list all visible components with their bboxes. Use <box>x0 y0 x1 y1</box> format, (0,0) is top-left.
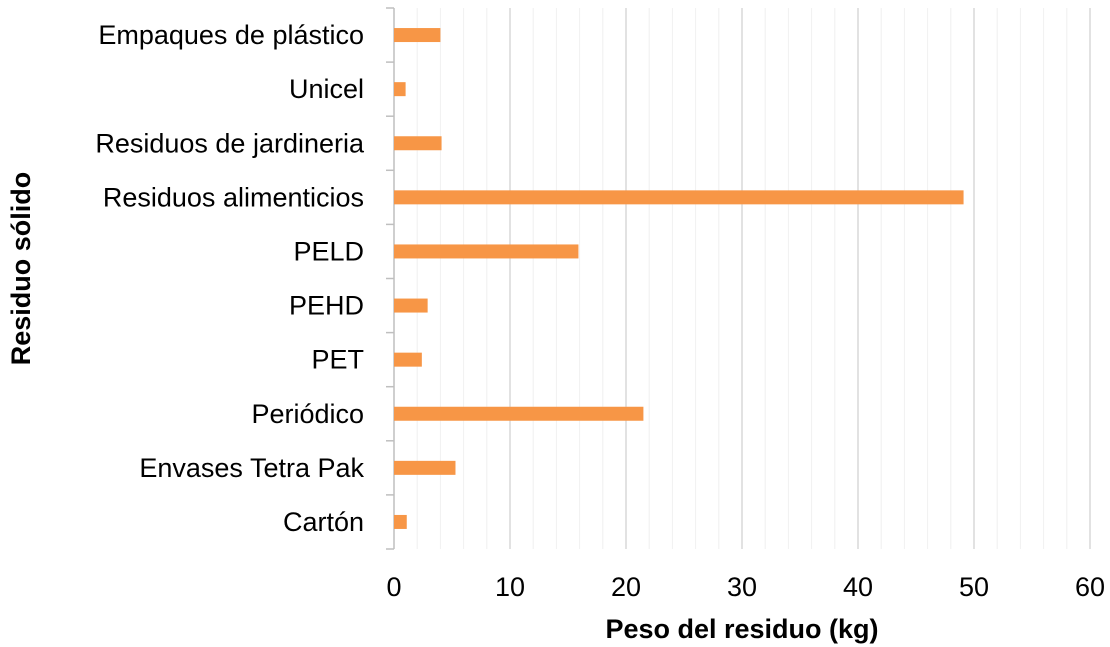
category-label: Residuos de jardineria <box>95 128 365 158</box>
x-tick-labels: 0 10 20 30 40 50 60 <box>386 572 1105 602</box>
x-tick-label: 50 <box>959 572 989 602</box>
x-tick-label: 60 <box>1075 572 1105 602</box>
x-tick-label: 40 <box>843 572 873 602</box>
bar <box>394 190 964 205</box>
category-label: Periódico <box>251 399 364 429</box>
y-axis-title: Residuo sólido <box>6 172 36 366</box>
bar <box>394 514 407 529</box>
x-tick-label: 0 <box>386 572 401 602</box>
category-label: PELD <box>293 236 364 266</box>
bar <box>394 460 456 475</box>
minor-gridlines <box>416 8 1068 549</box>
bar <box>394 82 406 97</box>
bar <box>394 406 644 421</box>
major-gridlines <box>509 8 1091 549</box>
category-label: PET <box>311 345 364 375</box>
bar <box>394 352 422 367</box>
category-label: Residuos alimenticios <box>103 182 364 212</box>
x-tick-label: 20 <box>611 572 641 602</box>
bar <box>394 244 579 259</box>
category-label: Unicel <box>289 74 364 104</box>
category-labels: Cartón Envases Tetra Pak Periódico PET PEHD P… <box>95 20 365 537</box>
x-tick-label: 10 <box>495 572 525 602</box>
category-label: Empaques de plástico <box>98 20 364 50</box>
bar <box>394 28 441 43</box>
x-tick-label: 30 <box>727 572 757 602</box>
bar <box>394 298 428 313</box>
category-label: PEHD <box>289 291 364 321</box>
category-label: Envases Tetra Pak <box>139 453 364 483</box>
bar <box>394 136 442 151</box>
category-label: Cartón <box>283 507 364 537</box>
y-axis-ticks <box>386 7 394 550</box>
x-axis-title: Peso del residuo (kg) <box>605 614 878 644</box>
bars <box>394 28 964 529</box>
